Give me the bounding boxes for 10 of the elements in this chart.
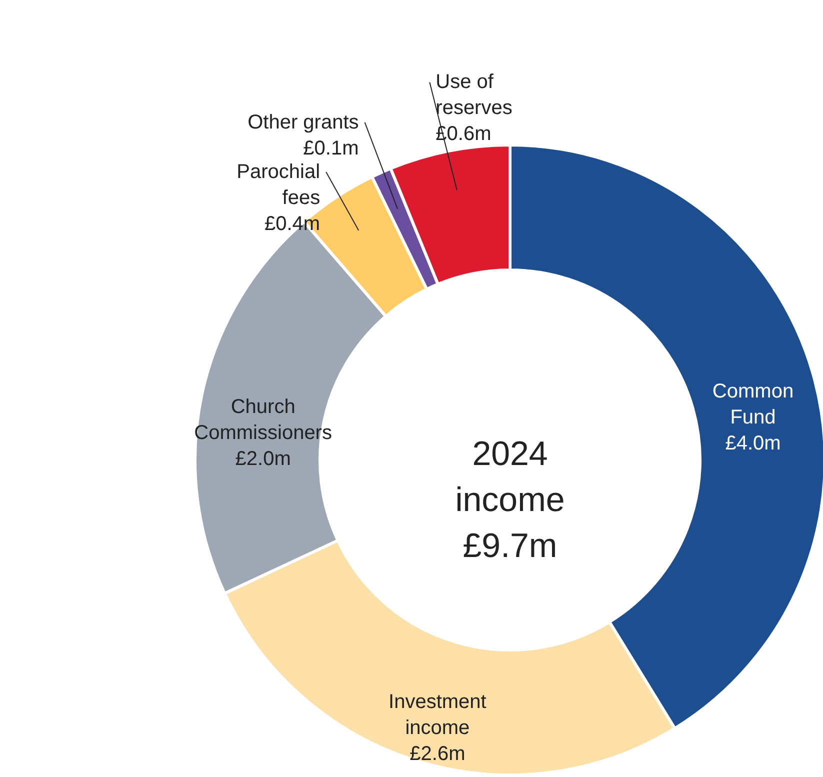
- slice-label: Other grants: [248, 111, 359, 134]
- slice-label: Investment income: [388, 690, 487, 739]
- slice-label: Use of reserves: [436, 71, 512, 120]
- data-label: £4.0m: [725, 432, 781, 454]
- data-label: £2.0m: [235, 448, 291, 470]
- slice-label: Parochial fees: [236, 160, 320, 209]
- slice-label: Common Fund: [712, 380, 794, 428]
- data-label: £0.1m: [303, 137, 359, 160]
- data-label: £2.6m: [410, 742, 466, 765]
- text: 2024 income £9.7m: [455, 435, 565, 565]
